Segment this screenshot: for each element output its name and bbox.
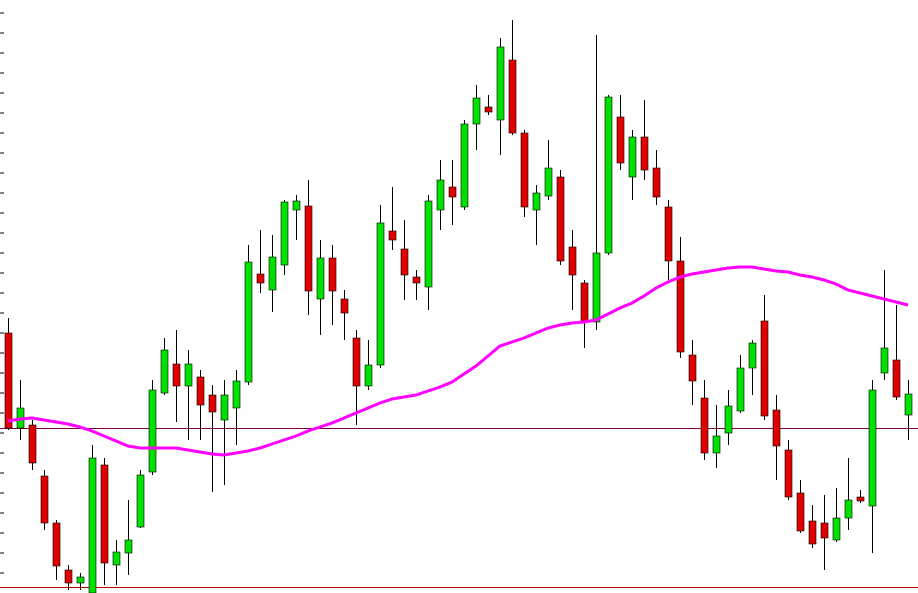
candle-body <box>196 376 205 406</box>
candle-body <box>472 97 481 125</box>
candle-body <box>304 205 313 292</box>
candle-body <box>376 222 385 366</box>
candle-body <box>292 200 301 211</box>
candle-body <box>508 59 517 134</box>
candle-body <box>688 354 697 382</box>
candle-body <box>892 359 901 398</box>
candle-body <box>796 492 805 532</box>
candle-body <box>544 167 553 197</box>
candle-body <box>184 363 193 387</box>
candle-body <box>328 257 337 292</box>
candle-body <box>208 394 217 413</box>
candle-body <box>604 96 613 254</box>
candle-body <box>232 380 241 409</box>
candle-body <box>676 260 685 353</box>
candle-body <box>724 405 733 434</box>
candle-body <box>76 576 85 584</box>
candle-body <box>88 457 97 593</box>
candle-body <box>664 206 673 262</box>
candle-body <box>28 424 37 464</box>
candle-body <box>736 367 745 412</box>
candle-body <box>832 517 841 541</box>
candle-body <box>52 522 61 567</box>
candle-body <box>904 393 913 416</box>
candle-body <box>520 132 529 208</box>
candle-body <box>316 257 325 300</box>
candle-body <box>700 397 709 454</box>
candle-body <box>148 389 157 473</box>
candle-body <box>532 192 541 211</box>
candle-body <box>856 496 865 502</box>
moving-average <box>7 265 909 457</box>
candle-body <box>40 475 49 524</box>
candle-body <box>436 179 445 211</box>
candle-body <box>160 349 169 394</box>
candle-body <box>220 394 229 421</box>
candle-body <box>784 449 793 498</box>
candle-body <box>772 409 781 447</box>
candle-body <box>388 230 397 241</box>
candle-body <box>256 273 265 284</box>
candle-body <box>484 106 493 113</box>
candle-body <box>844 499 853 519</box>
candle-body <box>808 520 817 545</box>
candle-body <box>172 363 181 387</box>
candle-body <box>112 551 121 566</box>
candle-body <box>136 474 145 528</box>
candle-body <box>424 200 433 288</box>
candle-body <box>760 320 769 417</box>
candle-body <box>244 261 253 383</box>
candle-body <box>496 46 505 121</box>
candle-body <box>364 364 373 387</box>
candle-body <box>712 435 721 454</box>
candle-body <box>340 298 349 314</box>
candle-body <box>592 252 601 323</box>
candle-body <box>352 337 361 387</box>
candle-body <box>616 116 625 164</box>
candle-body <box>268 256 277 291</box>
candle-body <box>412 276 421 284</box>
candle-body <box>64 569 73 584</box>
candle-body <box>124 539 133 554</box>
candle-body <box>868 389 877 507</box>
candle-body <box>4 332 13 429</box>
candle-body <box>568 246 577 276</box>
candle-body <box>100 464 109 564</box>
candle-body <box>448 186 457 198</box>
candle-body <box>400 248 409 276</box>
candle-body <box>652 167 661 198</box>
candle-body <box>748 342 757 369</box>
candle-body <box>280 201 289 266</box>
candle-body <box>580 282 589 323</box>
candle-body <box>880 347 889 374</box>
candle-body <box>460 123 469 208</box>
candle-body <box>640 136 649 171</box>
candle-body <box>556 176 565 262</box>
candle-body <box>820 522 829 539</box>
candle-body <box>628 136 637 178</box>
